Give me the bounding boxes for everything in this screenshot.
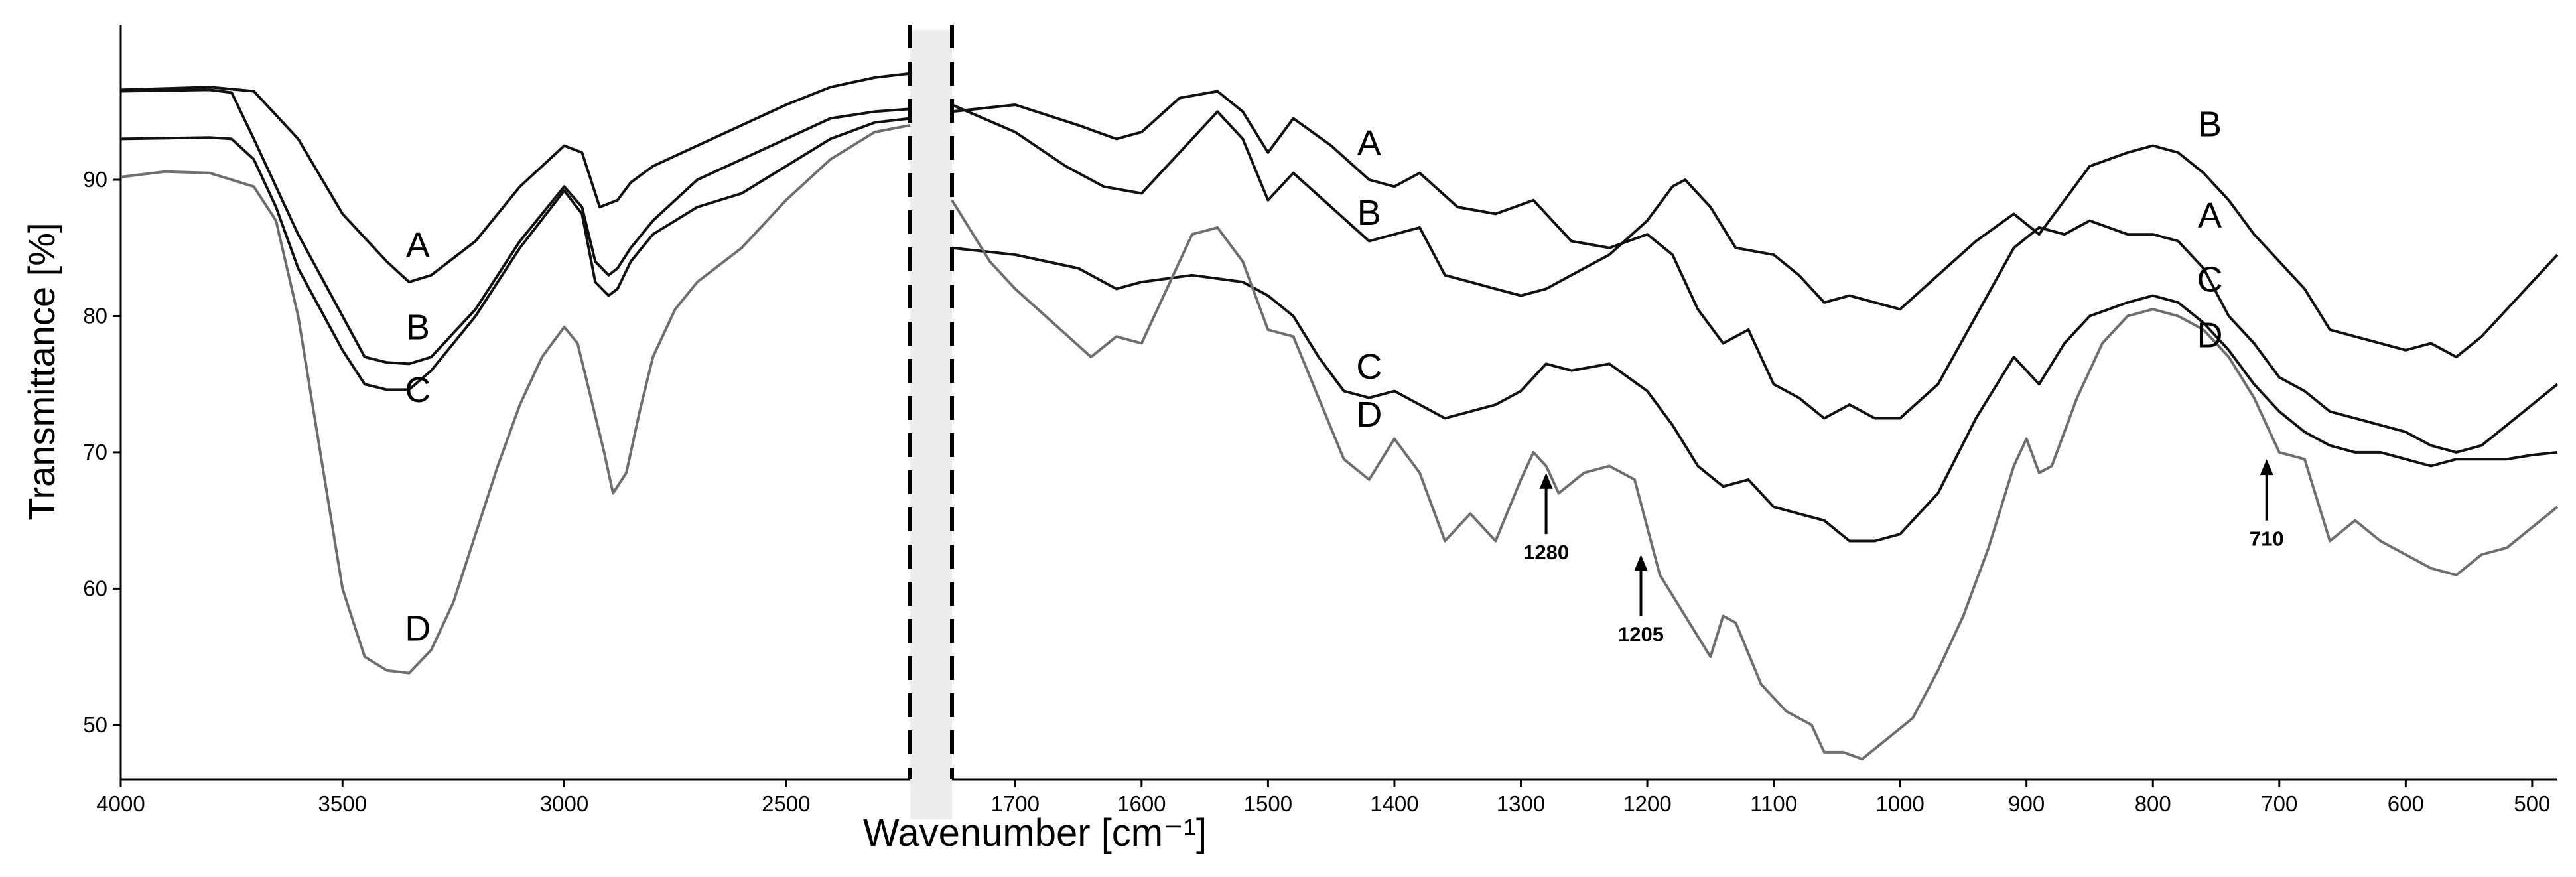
x-tick-label: 4000: [96, 791, 145, 816]
series-high-wavenumber-C: [120, 117, 911, 391]
series-fingerprint-D: [951, 199, 2559, 761]
x-tick-label: 3000: [540, 791, 588, 816]
curve-label-D: D: [2197, 316, 2222, 356]
curve-label-C: C: [1356, 347, 1382, 387]
panel-gap: [910, 30, 952, 819]
curve-label-A: A: [406, 226, 430, 265]
x-tick-label: 1000: [1875, 791, 1924, 816]
series-fingerprint-A: [951, 90, 2559, 454]
y-tick-label: 60: [83, 576, 107, 600]
curve-label-B: B: [406, 307, 430, 347]
annotation-arrow-head: [1634, 555, 1648, 571]
y-tick-label: 90: [83, 167, 107, 192]
x-tick-label: 800: [2135, 791, 2171, 816]
y-axis-label: Transmittance [%]: [21, 222, 62, 520]
x-tick-label: 700: [2261, 791, 2297, 816]
x-tick-label: 500: [2514, 791, 2550, 816]
annotation-label-1280: 1280: [1523, 541, 1569, 564]
series-high-wavenumber-D: [120, 123, 911, 675]
x-tick-label: 1300: [1497, 791, 1545, 816]
x-tick-label: 1100: [1750, 791, 1797, 816]
curve-label-D: D: [405, 608, 431, 648]
curve-label-D: D: [1356, 395, 1382, 435]
x-axis-label: Wavenumber [cm⁻¹]: [863, 811, 1207, 854]
curve-label-B: B: [1357, 193, 1381, 233]
curve-label-C: C: [405, 370, 431, 410]
x-tick-label: 2500: [762, 791, 810, 816]
y-tick-label: 50: [83, 712, 107, 737]
curve-label-A: A: [1357, 123, 1381, 163]
series-fingerprint-C: [951, 246, 2558, 543]
x-tick-label: 1200: [1623, 791, 1671, 816]
y-tick-label: 70: [83, 440, 107, 464]
x-tick-label: 1500: [1244, 791, 1292, 816]
series-high-wavenumber-A: [120, 72, 911, 284]
series-high-wavenumber-B: [120, 88, 911, 366]
x-tick-label: 1400: [1370, 791, 1418, 816]
annotation-label-1205: 1205: [1618, 622, 1664, 645]
plot-layer: 50 60 70 80 90 4000 3500 3000 2500 1700 1600 1500 14…: [83, 25, 2559, 819]
y-tick-label: 80: [83, 303, 107, 328]
x-tick-label: 1600: [1117, 791, 1166, 816]
curve-label-A: A: [2198, 196, 2222, 236]
curve-label-C: C: [2197, 259, 2222, 299]
annotation-arrow-head: [2260, 459, 2273, 476]
annotation-label-710: 710: [2250, 527, 2284, 551]
series-fingerprint-B: [951, 103, 2559, 359]
x-tick-label: 3500: [318, 791, 367, 816]
x-tick-label: 900: [2008, 791, 2045, 816]
curve-label-B: B: [2198, 104, 2222, 144]
annotation-arrow-head: [1539, 472, 1553, 489]
x-tick-label: 600: [2388, 791, 2424, 816]
x-tick-label: 1700: [991, 791, 1040, 816]
